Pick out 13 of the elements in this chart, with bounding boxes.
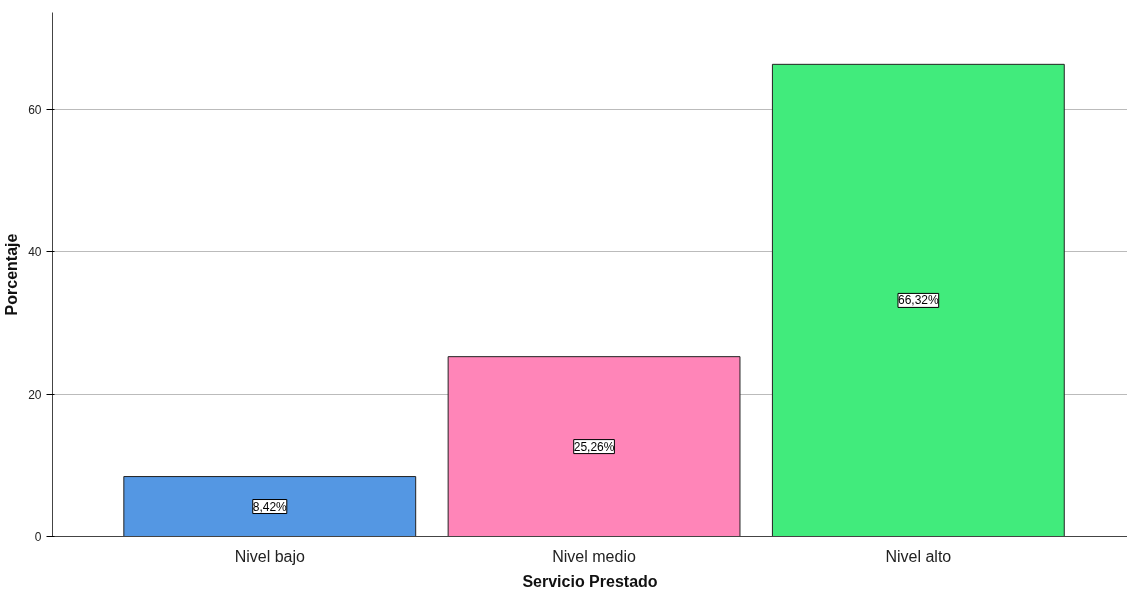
- x-axis-title: Servicio Prestado: [522, 572, 658, 590]
- y-tick-label: 60: [28, 102, 42, 117]
- y-tick-label: 0: [34, 530, 42, 544]
- y-axis-title: Porcentaje: [3, 233, 21, 316]
- x-tick-label: Nivel medio: [552, 547, 636, 565]
- x-tick-label: Nivel alto: [885, 547, 952, 565]
- y-tick-label: 40: [28, 245, 42, 260]
- x-tick-label: Nivel bajo: [234, 547, 305, 565]
- bar: [123, 476, 417, 537]
- bar: [447, 356, 741, 537]
- data-label: 25,26%: [573, 439, 615, 454]
- y-tick-label: 20: [28, 387, 42, 402]
- bar: [771, 63, 1065, 537]
